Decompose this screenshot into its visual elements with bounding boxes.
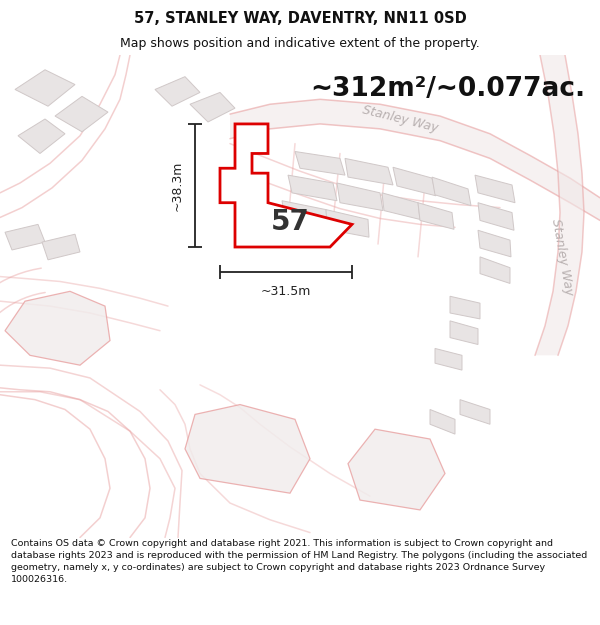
- Polygon shape: [337, 183, 383, 211]
- Polygon shape: [55, 96, 108, 132]
- Polygon shape: [382, 193, 420, 219]
- Polygon shape: [475, 175, 515, 203]
- Polygon shape: [190, 92, 235, 122]
- Polygon shape: [42, 234, 80, 260]
- Polygon shape: [18, 119, 65, 154]
- Polygon shape: [185, 404, 310, 493]
- Polygon shape: [345, 158, 393, 185]
- Polygon shape: [430, 409, 455, 434]
- Polygon shape: [15, 70, 75, 106]
- Text: ~312m²/~0.077ac.: ~312m²/~0.077ac.: [310, 76, 585, 102]
- Polygon shape: [155, 77, 200, 106]
- Text: Map shows position and indicative extent of the property.: Map shows position and indicative extent…: [120, 38, 480, 51]
- Polygon shape: [450, 321, 478, 344]
- Text: Stanley Way: Stanley Way: [361, 103, 439, 135]
- Text: ~31.5m: ~31.5m: [261, 286, 311, 298]
- Polygon shape: [432, 177, 471, 206]
- Text: ~38.3m: ~38.3m: [171, 160, 184, 211]
- Polygon shape: [282, 201, 328, 228]
- Polygon shape: [288, 175, 337, 201]
- Polygon shape: [435, 349, 462, 370]
- Polygon shape: [5, 291, 110, 365]
- Polygon shape: [220, 124, 352, 247]
- Polygon shape: [450, 296, 480, 319]
- Polygon shape: [478, 202, 514, 230]
- Text: 57, STANLEY WAY, DAVENTRY, NN11 0SD: 57, STANLEY WAY, DAVENTRY, NN11 0SD: [134, 11, 466, 26]
- Polygon shape: [295, 151, 345, 175]
- Polygon shape: [326, 209, 369, 237]
- Polygon shape: [535, 55, 584, 356]
- Polygon shape: [5, 224, 45, 250]
- Polygon shape: [418, 202, 454, 229]
- Polygon shape: [480, 257, 510, 284]
- Polygon shape: [230, 99, 600, 221]
- Text: Contains OS data © Crown copyright and database right 2021. This information is : Contains OS data © Crown copyright and d…: [11, 539, 587, 584]
- Polygon shape: [460, 399, 490, 424]
- Polygon shape: [393, 168, 436, 196]
- Text: Stanley Way: Stanley Way: [549, 217, 575, 296]
- Polygon shape: [478, 230, 511, 257]
- Polygon shape: [348, 429, 445, 510]
- Text: 57: 57: [271, 208, 310, 236]
